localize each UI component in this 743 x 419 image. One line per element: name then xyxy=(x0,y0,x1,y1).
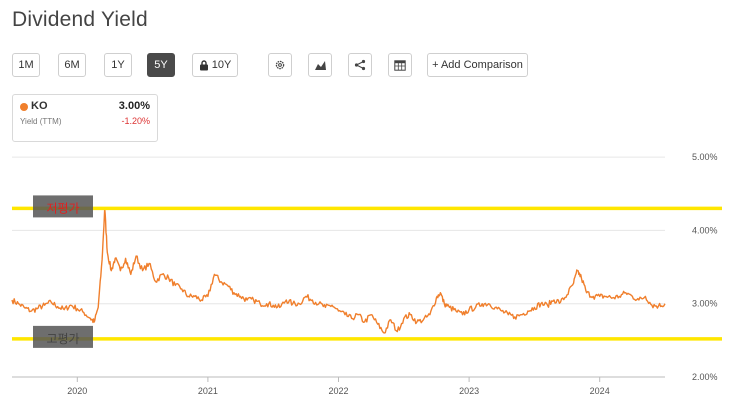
legend-card: KO Yield (TTM) 3.00% -1.20% xyxy=(12,94,158,142)
gear-icon xyxy=(275,60,285,70)
range-6m-button[interactable]: 6M xyxy=(58,53,86,77)
legend-change: -1.20% xyxy=(121,116,150,126)
range-1y-button[interactable]: 1Y xyxy=(104,53,132,77)
annotation-box xyxy=(33,325,93,348)
annotation-label: 저평가 xyxy=(46,201,79,215)
dividend-yield-chart: 5.00% 4.00% 3.00% 2.00% 2020 2021 2022 2023 2024… xyxy=(11,152,722,396)
yield-series-line xyxy=(11,207,666,334)
chart-type-button[interactable] xyxy=(308,53,332,77)
range-10y-label: 10Y xyxy=(211,59,232,71)
annotation-label: 고평가 xyxy=(46,332,79,346)
x-tick-label: 2022 xyxy=(328,386,348,396)
share-button[interactable] xyxy=(348,53,372,77)
add-comparison-button[interactable]: + Add Comparison xyxy=(427,53,528,77)
page-title: Dividend Yield xyxy=(12,8,148,31)
y-tick-label: 4.00% xyxy=(692,225,718,235)
range-10y-button[interactable]: 10Y xyxy=(192,53,238,77)
range-1m-button[interactable]: 1M xyxy=(12,53,40,77)
legend-ticker: KO xyxy=(31,100,48,112)
series-color-dot xyxy=(20,103,28,111)
x-tick-label: 2021 xyxy=(198,386,218,396)
x-tick-label: 2020 xyxy=(67,386,87,396)
y-tick-label: 3.00% xyxy=(692,299,718,309)
x-tick-label: 2024 xyxy=(590,386,610,396)
legend-value: 3.00% xyxy=(118,100,150,112)
y-tick-label: 2.00% xyxy=(692,372,718,382)
settings-button[interactable] xyxy=(268,53,292,77)
lock-icon xyxy=(199,59,208,70)
range-5y-button[interactable]: 5Y xyxy=(147,53,175,77)
x-tick-label: 2023 xyxy=(459,386,479,396)
table-view-button[interactable] xyxy=(388,53,412,77)
table-icon xyxy=(394,59,406,71)
share-icon xyxy=(354,59,366,71)
legend-subtitle: Yield (TTM) xyxy=(20,117,62,126)
y-tick-label: 5.00% xyxy=(692,152,718,162)
annotation-box xyxy=(33,195,93,218)
mountain-chart-icon xyxy=(314,60,326,70)
